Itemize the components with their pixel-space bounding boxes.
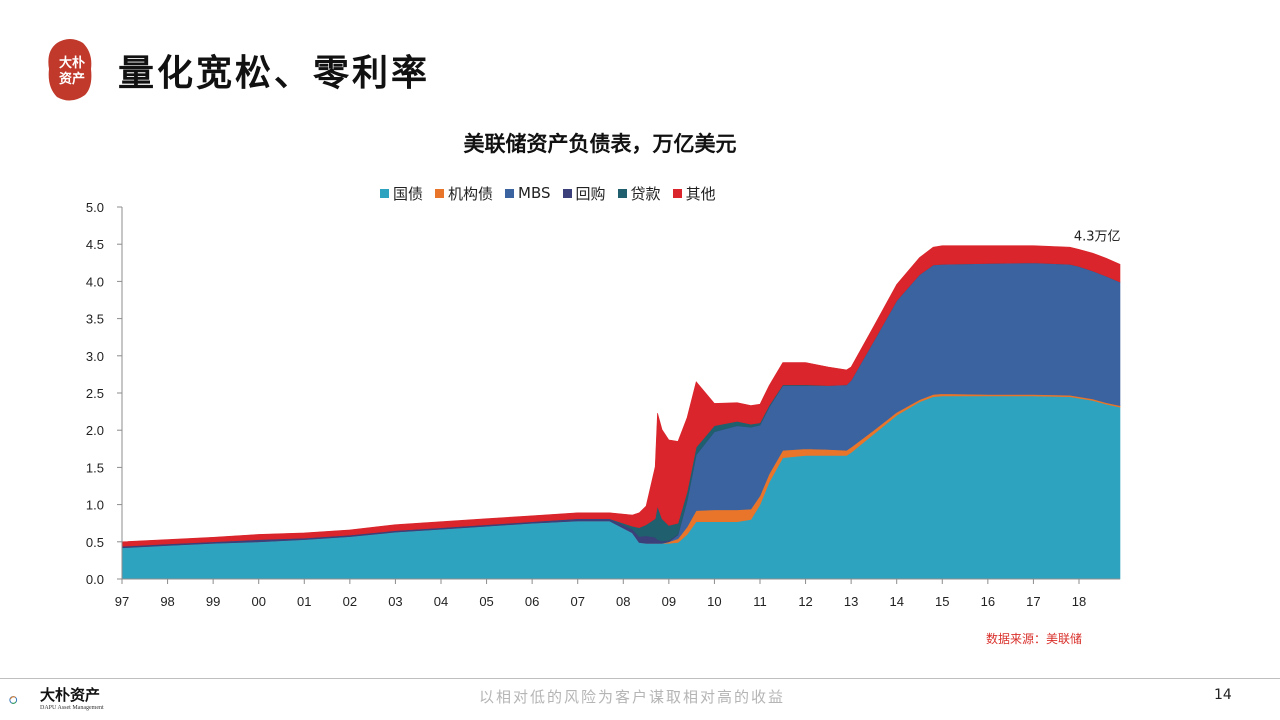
chart-axes: [117, 206, 1120, 584]
page-number: 14: [1214, 687, 1232, 703]
y-tick-label: 4.0: [86, 274, 104, 289]
legend-swatch-loans: [617, 188, 627, 198]
annotation-total-label: 4.3万亿: [1074, 229, 1121, 244]
x-tick-label: 10: [707, 594, 721, 609]
legend-item-loans: 贷款: [617, 183, 661, 204]
legend-label-treasuries: 国债: [393, 184, 424, 203]
footer-ring-logo: [9, 696, 18, 704]
footer-brand-name: 大朴资产: [40, 686, 101, 704]
y-tick-label: 1.5: [86, 460, 104, 475]
x-tick-label: 97: [115, 594, 129, 609]
x-tick-label: 99: [206, 594, 220, 609]
legend-swatch-other: [672, 188, 682, 198]
x-tick-label: 13: [844, 594, 858, 609]
seal-char-3: 资: [59, 71, 72, 87]
legend-label-repo: 回购: [575, 184, 606, 203]
footer-slogan: 以相对低的风险为客户谋取相对高的收益: [478, 688, 785, 706]
x-tick-label: 03: [388, 594, 402, 609]
area-series-treasuries: [121, 395, 1121, 580]
footer-divider: [0, 678, 1280, 679]
y-tick-label: 0.5: [86, 535, 104, 550]
x-tick-label: 01: [297, 594, 311, 609]
legend-label-agency-debt: 机构债: [448, 184, 494, 203]
legend-swatch-treasuries: [380, 188, 389, 198]
x-tick-label: 15: [935, 594, 949, 609]
legend-item-mbs: MBS: [505, 184, 551, 202]
legend-item-repo: 回购: [562, 183, 606, 204]
footer-brand-english: DAPU Asset Management: [40, 705, 104, 711]
area-series-other: [121, 245, 1121, 547]
x-tick-label: 98: [160, 594, 174, 609]
x-tick-label: 00: [251, 594, 265, 609]
data-source-note: 数据来源：美联储: [986, 632, 1083, 646]
x-tick-label: 08: [616, 594, 630, 609]
seal-char-2: 朴: [72, 55, 85, 71]
chart-title: 美联储资产负债表，万亿美元: [463, 132, 737, 156]
x-tick-label: 14: [889, 594, 903, 609]
y-tick-label: 0.0: [86, 572, 104, 587]
legend-item-other: 其他: [672, 183, 716, 204]
legend-label-mbs: MBS: [518, 184, 551, 202]
chart-legend: 国债 机构债 MBS 回购 贷款 其他: [380, 182, 716, 204]
x-tick-label: 04: [434, 594, 448, 609]
x-tick-label: 05: [479, 594, 493, 609]
legend-swatch-agency-debt: [435, 188, 445, 198]
x-tick-label: 17: [1026, 594, 1040, 609]
seal-char-1: 大: [59, 55, 72, 71]
legend-swatch-repo: [562, 188, 572, 198]
chart-labels: 0.0 0.5 1.0 1.5 2.0 2.5 3.0 3.5 4.0 4.5 5.0 97 98 99 0…: [86, 200, 1121, 609]
y-tick-label: 1.0: [86, 498, 104, 513]
legend-label-other: 其他: [685, 184, 716, 203]
x-tick-label: 09: [662, 594, 676, 609]
x-tick-label: 18: [1072, 594, 1086, 609]
legend-item-treasuries: 国债: [380, 183, 423, 204]
y-tick-label: 4.5: [86, 237, 104, 252]
y-tick-label: 3.5: [86, 312, 104, 327]
legend-label-loans: 贷款: [630, 184, 661, 203]
x-tick-label: 02: [343, 594, 357, 609]
y-tick-label: 2.5: [86, 386, 104, 401]
x-tick-label: 12: [798, 594, 812, 609]
company-seal-logo: 大 朴 资 产: [48, 39, 92, 101]
legend-swatch-mbs: [505, 188, 515, 198]
x-tick-label: 07: [570, 594, 584, 609]
chart-areas: [121, 245, 1121, 580]
y-tick-label: 3.0: [86, 349, 104, 364]
x-tick-label: 16: [981, 594, 995, 609]
x-tick-label: 11: [753, 594, 767, 609]
x-tick-label: 06: [525, 594, 539, 609]
y-tick-label: 5.0: [86, 200, 104, 215]
slide-title: 量化宽松、零利率: [118, 52, 431, 94]
seal-char-4: 产: [72, 71, 85, 87]
y-tick-label: 2.0: [86, 423, 104, 438]
legend-item-agency-debt: 机构债: [435, 183, 493, 204]
